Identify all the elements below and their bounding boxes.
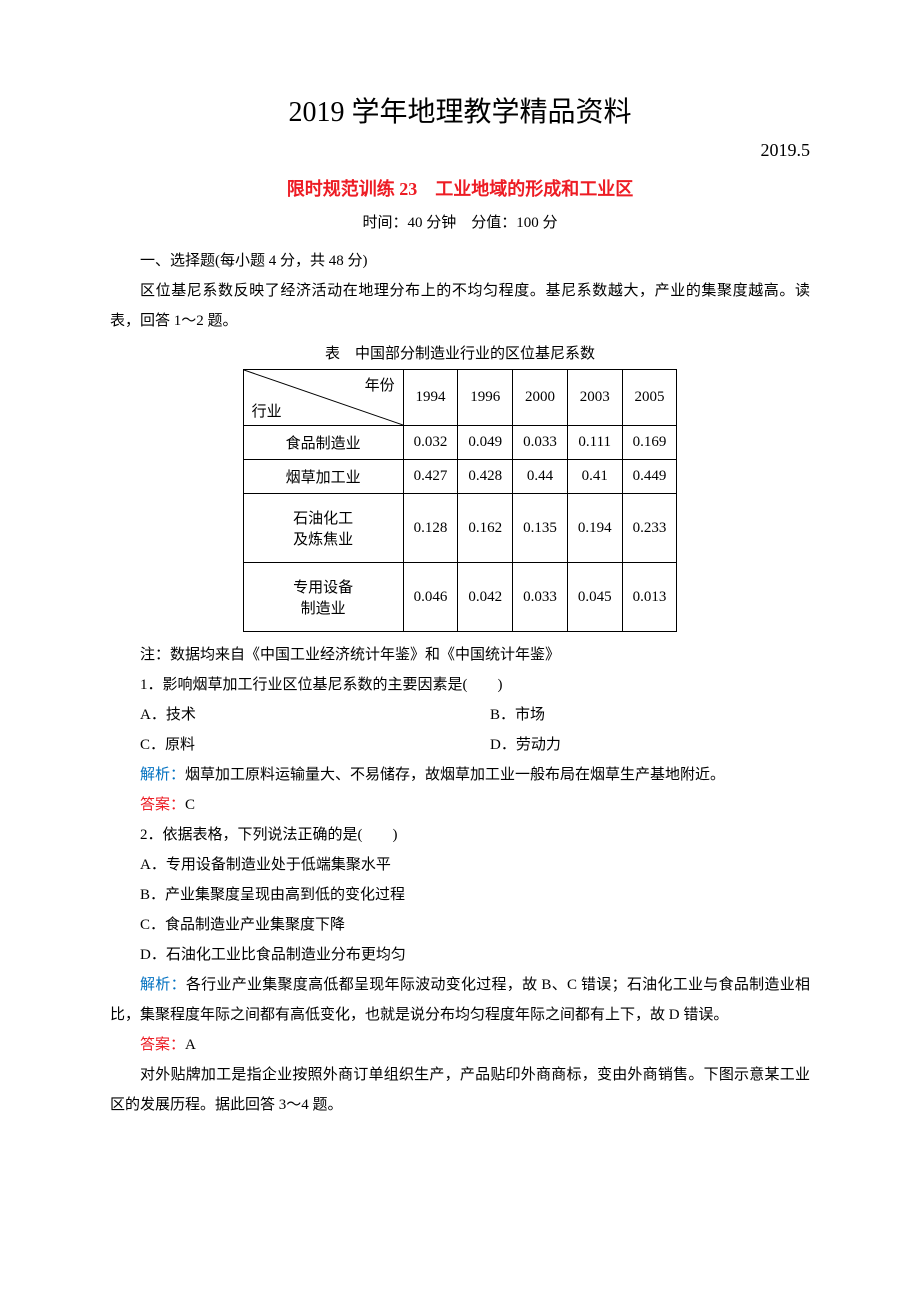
cell: 0.162	[458, 494, 513, 563]
q2-option-c: C．食品制造业产业集聚度下降	[110, 910, 810, 940]
row-label: 烟草加工业	[243, 460, 403, 494]
table-header-row: 年份 行业 1994 1996 2000 2003 2005	[243, 370, 677, 426]
q2-stem: 2．依据表格，下列说法正确的是( )	[110, 820, 810, 850]
cell: 0.233	[622, 494, 677, 563]
diag-label-top: 年份	[365, 374, 395, 395]
date-line: 2019.5	[110, 140, 810, 161]
cell: 0.41	[567, 460, 622, 494]
q2-answer: 答案：A	[110, 1030, 810, 1060]
cell: 0.042	[458, 563, 513, 632]
q1-answer: 答案：C	[110, 790, 810, 820]
page-title: 2019 学年地理教学精品资料	[110, 90, 810, 130]
row-label: 专用设备 制造业	[243, 563, 403, 632]
q2-analysis: 解析：各行业产业集聚度高低都呈现年际波动变化过程，故 B、C 错误；石油化工业与…	[110, 970, 810, 1030]
cell: 0.128	[403, 494, 458, 563]
cell: 0.046	[403, 563, 458, 632]
year-header: 2000	[513, 370, 568, 426]
cell: 0.427	[403, 460, 458, 494]
q1-options: A．技术 B．市场 C．原料 D．劳动力	[110, 700, 810, 760]
cell: 0.013	[622, 563, 677, 632]
cell: 0.169	[622, 426, 677, 460]
cell: 0.449	[622, 460, 677, 494]
diagonal-header-cell: 年份 行业	[243, 370, 403, 426]
q2-option-a: A．专用设备制造业处于低端集聚水平	[110, 850, 810, 880]
year-header: 2005	[622, 370, 677, 426]
analysis-label: 解析：	[140, 977, 186, 993]
q2-option-d: D．石油化工业比食品制造业分布更均匀	[110, 940, 810, 970]
year-header: 2003	[567, 370, 622, 426]
cell: 0.428	[458, 460, 513, 494]
row-label: 食品制造业	[243, 426, 403, 460]
answer-text: C	[185, 797, 195, 813]
year-header: 1996	[458, 370, 513, 426]
table-caption: 表 中国部分制造业行业的区位基尼系数	[110, 342, 810, 363]
section-heading: 一、选择题(每小题 4 分，共 48 分)	[110, 246, 810, 276]
q1-option-d: D．劳动力	[460, 730, 810, 760]
cell: 0.032	[403, 426, 458, 460]
cell: 0.033	[513, 563, 568, 632]
cell: 0.033	[513, 426, 568, 460]
table-row: 烟草加工业 0.427 0.428 0.44 0.41 0.449	[243, 460, 677, 494]
q1-stem: 1．影响烟草加工行业区位基尼系数的主要因素是( )	[110, 670, 810, 700]
q1-option-a: A．技术	[110, 700, 460, 730]
analysis-label: 解析：	[140, 767, 185, 783]
cell: 0.045	[567, 563, 622, 632]
analysis-text: 烟草加工原料运输量大、不易储存，故烟草加工业一般布局在烟草生产基地附近。	[185, 767, 725, 783]
q1-analysis: 解析：烟草加工原料运输量大、不易储存，故烟草加工业一般布局在烟草生产基地附近。	[110, 760, 810, 790]
q1-option-b: B．市场	[460, 700, 810, 730]
cell: 0.194	[567, 494, 622, 563]
cell: 0.111	[567, 426, 622, 460]
cell: 0.049	[458, 426, 513, 460]
table-note: 注：数据均来自《中国工业经济统计年鉴》和《中国统计年鉴》	[110, 640, 810, 670]
gini-table: 年份 行业 1994 1996 2000 2003 2005 食品制造业 0.0…	[243, 369, 678, 632]
cell: 0.135	[513, 494, 568, 563]
meta-line: 时间：40 分钟 分值：100 分	[110, 211, 810, 232]
table-row: 石油化工 及炼焦业 0.128 0.162 0.135 0.194 0.233	[243, 494, 677, 563]
table-row: 食品制造业 0.032 0.049 0.033 0.111 0.169	[243, 426, 677, 460]
year-header: 1994	[403, 370, 458, 426]
answer-text: A	[185, 1037, 196, 1053]
intro-paragraph: 区位基尼系数反映了经济活动在地理分布上的不均匀程度。基尼系数越大，产业的集聚度越…	[110, 276, 810, 336]
document-page: 2019 学年地理教学精品资料 2019.5 限时规范训练 23 工业地域的形成…	[0, 0, 920, 1302]
q1-option-c: C．原料	[110, 730, 460, 760]
answer-label: 答案：	[140, 1037, 185, 1053]
answer-label: 答案：	[140, 797, 185, 813]
ending-paragraph: 对外贴牌加工是指企业按照外商订单组织生产，产品贴印外商商标，变由外商销售。下图示…	[110, 1060, 810, 1120]
diag-label-bottom: 行业	[252, 400, 282, 421]
q2-option-b: B．产业集聚度呈现由高到低的变化过程	[110, 880, 810, 910]
row-label: 石油化工 及炼焦业	[243, 494, 403, 563]
exercise-title: 限时规范训练 23 工业地域的形成和工业区	[110, 175, 810, 201]
cell: 0.44	[513, 460, 568, 494]
table-row: 专用设备 制造业 0.046 0.042 0.033 0.045 0.013	[243, 563, 677, 632]
analysis-text: 各行业产业集聚度高低都呈现年际波动变化过程，故 B、C 错误；石油化工业与食品制…	[110, 977, 810, 1023]
